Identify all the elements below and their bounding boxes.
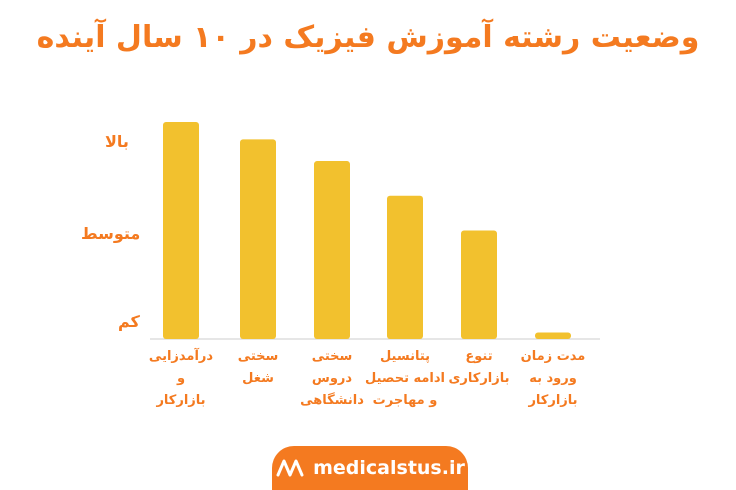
y-tick-medium: متوسط	[81, 224, 141, 243]
y-tick-low: کم	[118, 312, 140, 331]
bar-job-variety	[461, 230, 497, 339]
bar-chart	[150, 122, 600, 340]
brand-url: medicalstus.ir	[313, 457, 465, 479]
brand-banner[interactable]: medicalstus.ir	[272, 446, 468, 490]
bar-time-to-market	[535, 332, 571, 339]
category-label-time-to-market: مدت زمان ورود به بازارکار	[520, 349, 586, 408]
bar-job-difficulty	[240, 139, 276, 339]
chart-title: وضعیت رشته آموزش فیزیک در ۱۰ سال آینده	[36, 20, 700, 55]
category-label-income: درآمدزایی و بازارکار	[148, 349, 214, 408]
bar-further-study	[387, 195, 423, 339]
y-tick-high: بالا	[105, 132, 129, 151]
category-label-job-difficulty: سختی شغل	[237, 349, 279, 386]
bar-income	[163, 122, 199, 339]
medicalstus-logo-icon	[276, 459, 304, 477]
bar-course-difficulty	[314, 161, 350, 339]
category-label-course-difficulty: سختی دروس دانشگاهی	[300, 349, 364, 408]
category-label-job-variety: تنوع بازارکاری	[448, 349, 510, 386]
category-label-further-study: پتانسیل ادامه تحصیل و مهاجرت	[364, 349, 445, 408]
